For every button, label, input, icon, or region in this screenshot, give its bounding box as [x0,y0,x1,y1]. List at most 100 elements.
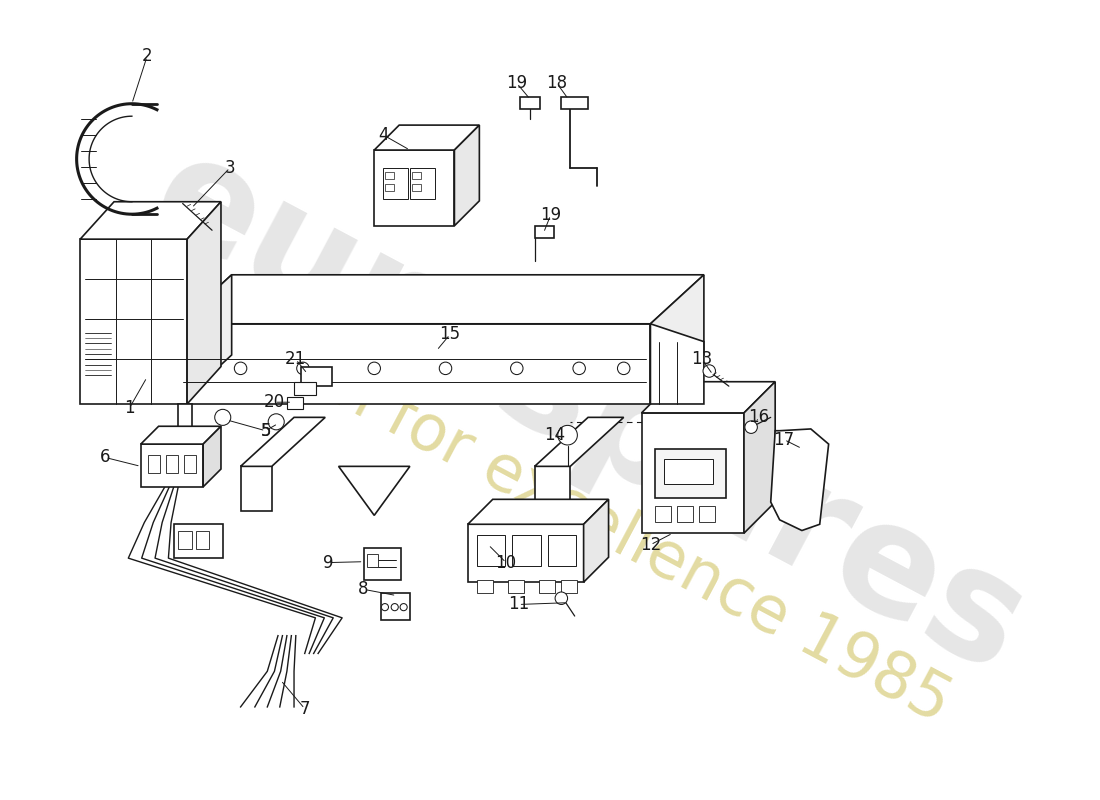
Circle shape [368,362,381,374]
Circle shape [510,362,522,374]
Circle shape [617,362,630,374]
Bar [367,554,377,567]
Text: 10: 10 [495,554,517,571]
Bar [174,524,223,558]
Circle shape [268,414,284,430]
Bar [147,454,161,473]
Text: 21: 21 [285,350,307,369]
Polygon shape [178,404,191,466]
Text: 19: 19 [506,74,527,92]
Text: 3: 3 [224,159,235,177]
Text: 12: 12 [640,536,661,554]
Text: eurospares: eurospares [126,120,1049,706]
Bar [410,168,435,199]
Polygon shape [339,466,410,515]
Bar [363,548,402,579]
Polygon shape [80,239,187,404]
Bar [385,184,394,191]
Text: 19: 19 [540,206,561,224]
Polygon shape [204,426,221,487]
Bar [508,581,524,593]
Bar [548,535,576,566]
Polygon shape [468,499,608,524]
Polygon shape [241,466,272,511]
Circle shape [214,410,231,426]
Polygon shape [641,382,776,413]
Polygon shape [744,382,775,533]
Circle shape [745,421,758,434]
Polygon shape [80,202,221,239]
Bar [476,535,505,566]
Circle shape [382,603,388,610]
Text: 5: 5 [261,422,271,440]
Bar [561,97,588,109]
Polygon shape [187,202,221,404]
Polygon shape [584,499,608,582]
Text: 16: 16 [749,408,770,426]
Bar [520,97,540,109]
Circle shape [703,365,715,378]
Bar [385,172,394,179]
Polygon shape [454,125,480,226]
Polygon shape [141,444,204,487]
Bar [700,506,715,522]
Polygon shape [535,418,624,466]
Bar [561,581,578,593]
Polygon shape [374,125,480,150]
Bar [411,172,420,179]
Circle shape [558,426,578,445]
Circle shape [297,362,309,374]
Bar [535,226,554,238]
Bar [513,535,541,566]
Polygon shape [241,418,326,466]
Text: 7: 7 [299,700,310,718]
Bar [287,397,303,410]
Bar [196,531,209,550]
Bar [383,168,408,199]
Circle shape [573,362,585,374]
Bar [166,454,178,473]
Text: 13: 13 [692,350,713,369]
Polygon shape [650,324,704,404]
Bar [663,459,713,484]
Bar [654,449,726,498]
Bar [654,506,671,522]
Bar [382,593,410,620]
Text: 4: 4 [378,126,388,144]
Text: 5: 5 [261,422,271,440]
Bar [539,581,556,593]
Text: 1: 1 [124,399,134,418]
Polygon shape [178,274,232,404]
Polygon shape [641,413,744,533]
Bar [301,366,332,386]
Text: a passion for excellence 1985: a passion for excellence 1985 [90,234,960,735]
Bar [678,506,693,522]
Bar [411,184,420,191]
Circle shape [556,592,568,605]
Text: 15: 15 [439,326,461,343]
Text: 20: 20 [264,394,285,411]
Polygon shape [468,524,584,582]
Bar [178,531,191,550]
Polygon shape [178,274,704,324]
Text: 6: 6 [100,449,110,466]
Bar [184,454,196,473]
Text: 11: 11 [508,595,529,614]
Polygon shape [771,429,828,530]
Circle shape [400,603,407,610]
Polygon shape [650,274,704,404]
Bar [294,382,317,395]
Polygon shape [535,466,570,511]
Circle shape [439,362,452,374]
Circle shape [392,603,398,610]
Text: 17: 17 [773,430,794,449]
Polygon shape [374,150,454,226]
Text: 9: 9 [322,554,333,571]
Text: 14: 14 [544,426,565,444]
Text: 2: 2 [142,47,152,66]
Text: 8: 8 [359,580,369,598]
Text: 18: 18 [547,74,568,92]
Circle shape [234,362,246,374]
Polygon shape [141,426,221,444]
Bar [476,581,493,593]
